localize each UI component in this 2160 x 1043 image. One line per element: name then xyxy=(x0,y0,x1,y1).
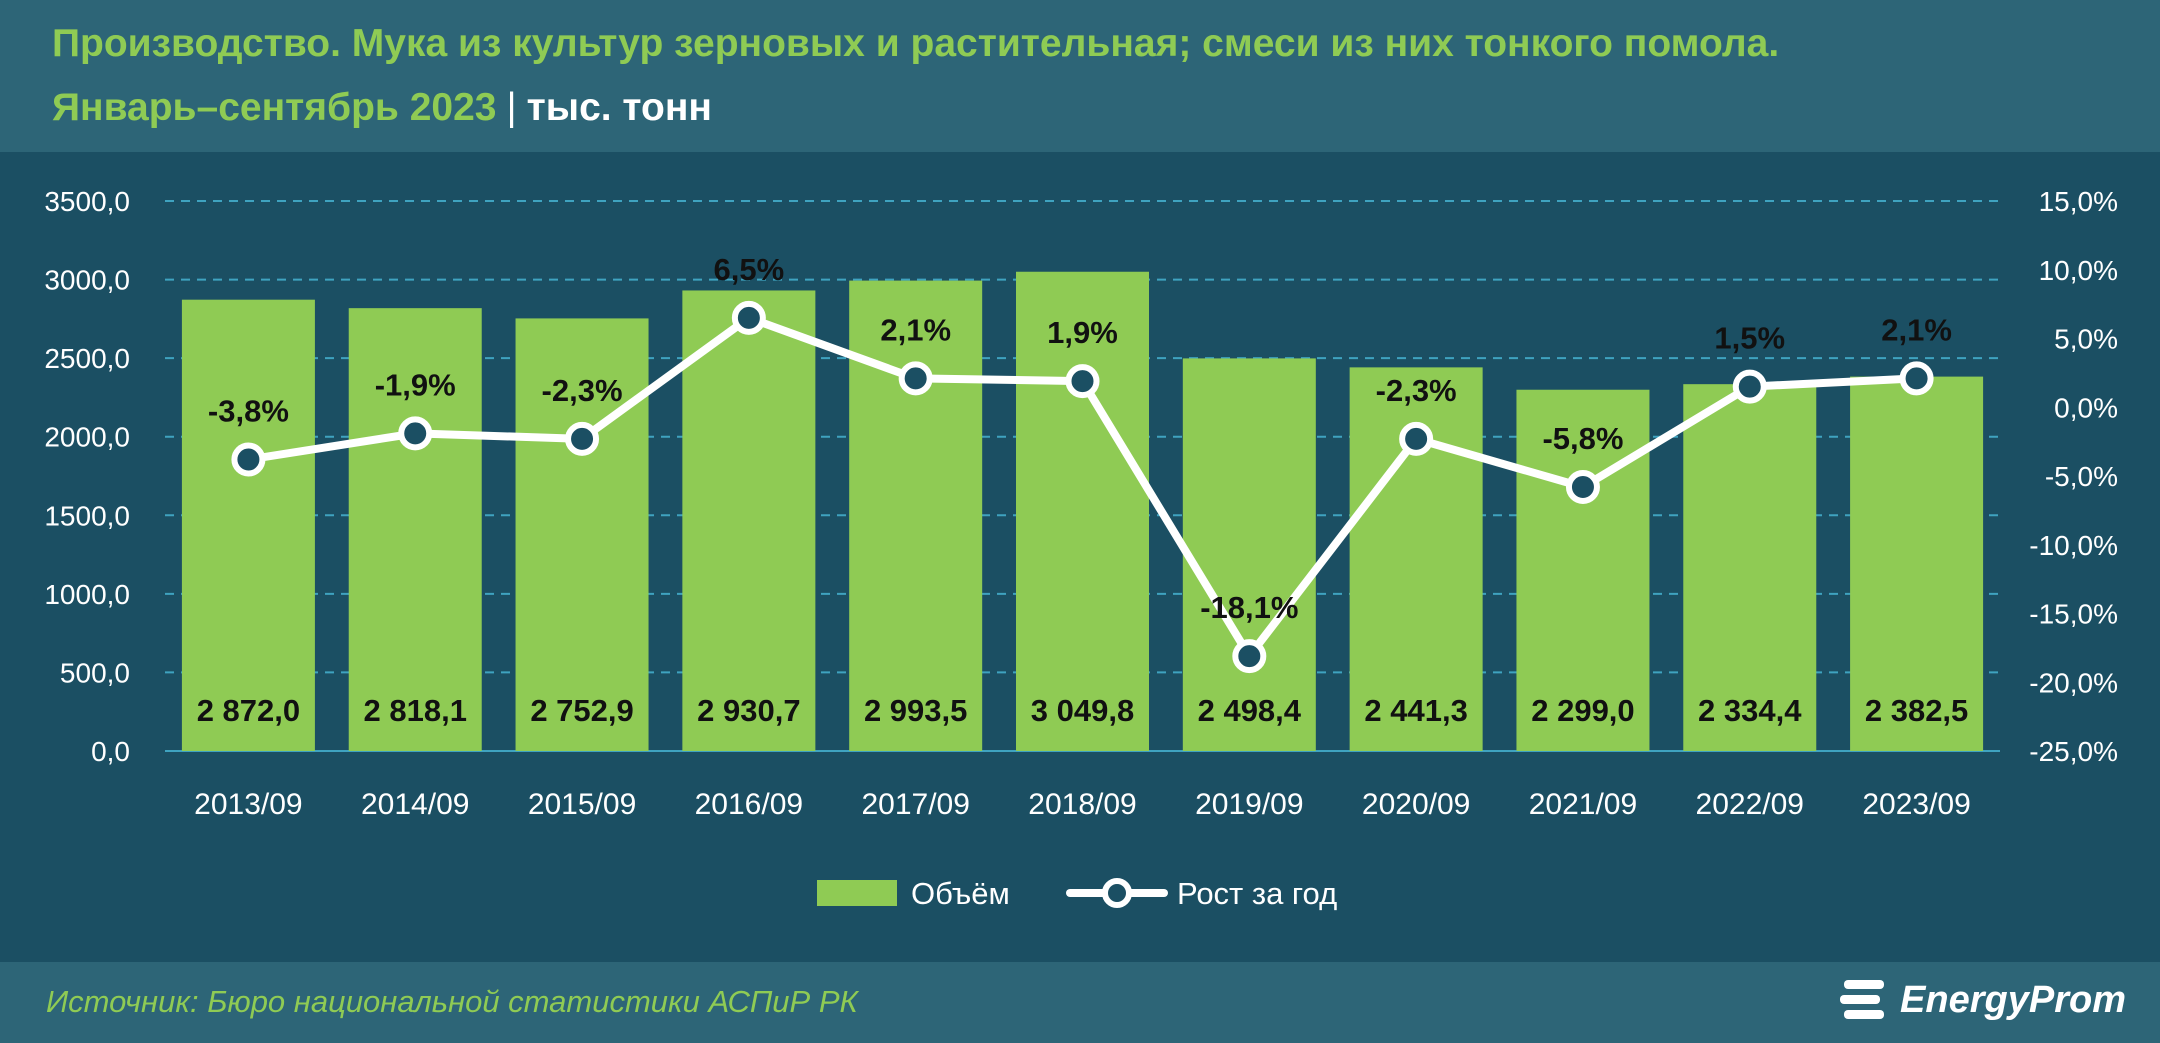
left-tick-label: 3500,0 xyxy=(44,186,130,217)
legend-volume-swatch xyxy=(817,880,897,906)
growth-point xyxy=(1232,639,1267,674)
right-tick-label: 15,0% xyxy=(2039,186,2118,217)
chart-subtitle-row: Январь–сентябрь 2023 | тыс. тонн xyxy=(52,86,712,130)
chart-subtitle: Январь–сентябрь 2023 xyxy=(52,86,497,129)
bar-value-label: 2 818,1 xyxy=(364,693,467,728)
growth-label: -3,8% xyxy=(208,394,289,429)
x-tick-label: 2021/09 xyxy=(1529,788,1637,821)
right-axis: -25,0% -20,0% -15,0% -10,0% -5,0% 0,0% 5,0% 10,… xyxy=(2029,186,2118,767)
right-tick-label: 0,0% xyxy=(2054,392,2118,423)
x-tick-label: 2016/09 xyxy=(695,788,803,821)
growth-label: -1,9% xyxy=(375,367,456,402)
right-tick-label: 10,0% xyxy=(2039,255,2118,286)
growth-label: 1,9% xyxy=(1047,315,1118,350)
bar-value-label: 2 752,9 xyxy=(530,693,633,728)
growth-label: 6,5% xyxy=(714,252,785,287)
unit-label: тыс. тонн xyxy=(526,86,712,129)
energyprom-logo: EnergyProm xyxy=(1838,974,2126,1026)
left-tick-label: 0,0 xyxy=(91,736,130,767)
volume-bar xyxy=(1850,376,1984,751)
logo-icon xyxy=(1840,980,1885,1019)
growth-label: -2,3% xyxy=(1376,373,1457,408)
volume-bar xyxy=(1182,358,1316,751)
right-tick-label: -5,0% xyxy=(2045,461,2118,492)
volume-bar xyxy=(682,290,816,751)
x-tick-label: 2015/09 xyxy=(528,788,636,821)
x-tick-label: 2023/09 xyxy=(1862,788,1970,821)
growth-labels: -3,8% -1,9% -2,3% 6,5% 2,1% 1,9% -18,1% -2,3% -5… xyxy=(208,252,1952,625)
bar-value-labels: 2 872,0 2 818,1 2 752,9 2 930,7 2 993,5 3 049… xyxy=(197,693,1969,728)
growth-label: 2,1% xyxy=(880,312,951,347)
right-tick-label: -10,0% xyxy=(2029,530,2118,561)
bar-value-label: 2 382,5 xyxy=(1865,693,1968,728)
left-tick-label: 3000,0 xyxy=(44,265,130,296)
growth-label: -18,1% xyxy=(1200,590,1298,625)
bar-value-label: 2 441,3 xyxy=(1364,693,1467,728)
x-axis: 2013/09 2014/09 2015/09 2016/09 2017/09 2018/… xyxy=(194,788,1971,821)
x-tick-label: 2017/09 xyxy=(861,788,969,821)
left-tick-label: 500,0 xyxy=(60,657,130,688)
volume-bar xyxy=(515,318,649,751)
x-tick-label: 2020/09 xyxy=(1362,788,1470,821)
chart-title: Производство. Мука из культур зерновых и… xyxy=(52,22,1780,65)
growth-point xyxy=(1732,369,1767,404)
right-tick-label: 5,0% xyxy=(2054,324,2118,355)
growth-label: -5,8% xyxy=(1542,421,1623,456)
x-tick-label: 2019/09 xyxy=(1195,788,1303,821)
right-tick-label: -20,0% xyxy=(2029,667,2118,698)
legend-growth-marker xyxy=(1102,878,1132,908)
growth-point xyxy=(398,416,433,451)
growth-label: 2,1% xyxy=(1881,312,1952,347)
growth-line xyxy=(231,300,1934,674)
x-tick-label: 2018/09 xyxy=(1028,788,1136,821)
right-tick-label: -15,0% xyxy=(2029,599,2118,630)
volume-bar xyxy=(849,280,983,751)
legend-growth-label: Рост за год xyxy=(1177,876,1337,911)
left-tick-label: 1500,0 xyxy=(44,500,130,531)
bar-value-label: 2 930,7 xyxy=(697,693,800,728)
growth-point xyxy=(1565,470,1600,504)
volume-bar xyxy=(348,308,482,751)
growth-point xyxy=(231,442,266,477)
legend: Объём Рост за год xyxy=(817,876,1337,911)
combo-chart: 0,0 500,0 1000,0 1500,0 2000,0 2500,0 3000,0 35… xyxy=(44,186,2118,911)
source-note: Источник: Бюро национальной статистики А… xyxy=(46,984,858,1019)
left-tick-label: 2500,0 xyxy=(44,343,130,374)
x-tick-label: 2013/09 xyxy=(194,788,302,821)
bar-value-label: 2 334,4 xyxy=(1698,693,1802,728)
x-tick-label: 2014/09 xyxy=(361,788,469,821)
growth-point xyxy=(1065,364,1100,399)
volume-bars xyxy=(181,271,1984,751)
right-tick-label: -25,0% xyxy=(2029,736,2118,767)
title-separator: | xyxy=(506,86,517,129)
volume-bar xyxy=(181,299,315,751)
volume-bar xyxy=(1683,384,1817,751)
growth-label: -2,3% xyxy=(542,373,623,408)
growth-point xyxy=(1899,361,1934,396)
growth-label: 1,5% xyxy=(1714,321,1785,356)
growth-point xyxy=(731,300,766,335)
bar-value-label: 2 498,4 xyxy=(1198,693,1302,728)
left-tick-label: 2000,0 xyxy=(44,422,130,453)
left-axis: 0,0 500,0 1000,0 1500,0 2000,0 2500,0 3000,0 35… xyxy=(44,186,130,767)
x-tick-label: 2022/09 xyxy=(1696,788,1804,821)
bar-value-label: 2 872,0 xyxy=(197,693,300,728)
legend-volume-label: Объём xyxy=(911,876,1010,911)
logo-text: EnergyProm xyxy=(1900,978,2126,1021)
footer-band: Источник: Бюро национальной статистики А… xyxy=(0,962,2160,1043)
growth-point xyxy=(898,361,933,396)
bar-value-label: 3 049,8 xyxy=(1031,693,1134,728)
header-band: Производство. Мука из культур зерновых и… xyxy=(0,0,2160,152)
growth-point xyxy=(1399,421,1434,456)
volume-bar xyxy=(1016,271,1149,751)
bar-value-label: 2 993,5 xyxy=(864,693,967,728)
growth-point xyxy=(565,421,600,456)
bar-value-label: 2 299,0 xyxy=(1531,693,1634,728)
left-tick-label: 1000,0 xyxy=(44,579,130,610)
volume-bar xyxy=(1516,389,1650,751)
